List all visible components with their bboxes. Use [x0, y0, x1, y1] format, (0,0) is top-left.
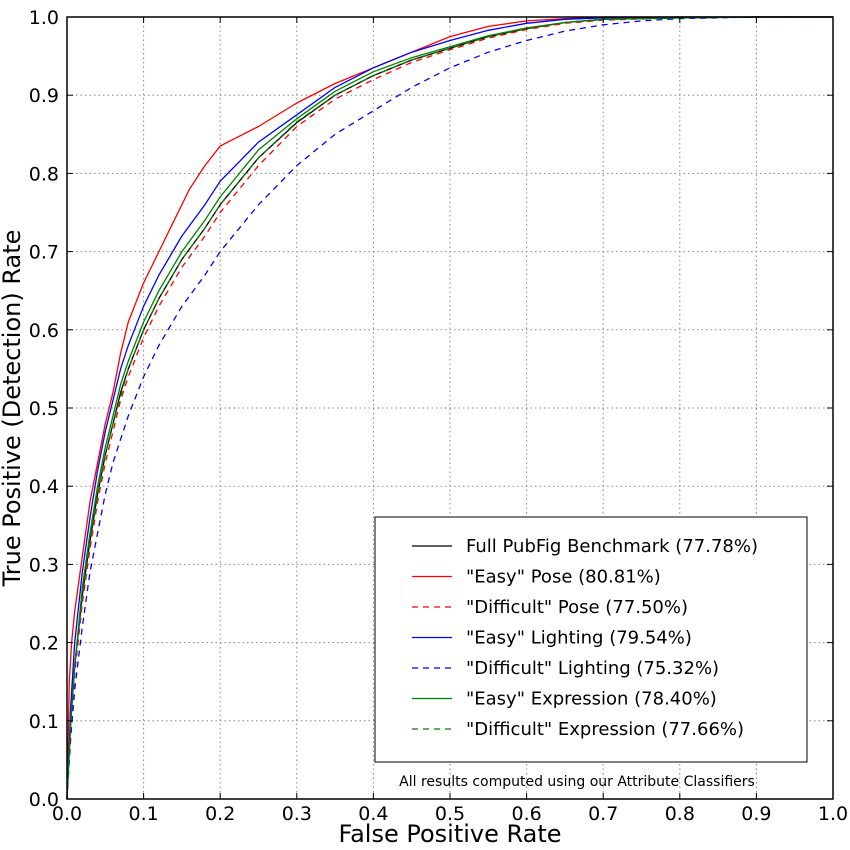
- x-tick-label: 0.8: [665, 803, 695, 825]
- legend-entry: "Difficult" Expression (77.66%): [466, 719, 744, 740]
- series-line-5: [66, 16, 833, 800]
- x-axis-label: False Positive Rate: [338, 820, 561, 848]
- y-tick-label: 0.1: [29, 711, 59, 733]
- annotation-note: All results computed using our Attribute…: [399, 774, 755, 790]
- x-tick-label: 0.0: [52, 803, 82, 825]
- legend-entry: "Easy" Pose (80.81%): [466, 567, 661, 588]
- legend-entry: "Easy" Lighting (79.54%): [466, 628, 692, 649]
- legend-entry: "Easy" Expression (78.40%): [466, 689, 717, 710]
- axis-ticks: 0.0 0.1 0.2 0.3 0.4 0.5 0.6 0.7 0.8 0.9 1.0 0.0 0.1 0…: [29, 7, 848, 825]
- x-tick-label: 0.6: [511, 803, 541, 825]
- legend: Full PubFig Benchmark (77.78%) "Easy" Pos…: [374, 516, 808, 763]
- x-tick-label: 0.7: [588, 803, 618, 825]
- series-line-6: [66, 16, 833, 800]
- legend-entry: Full PubFig Benchmark (77.78%): [466, 536, 758, 557]
- y-axis-label: True Positive (Detection) Rate: [0, 230, 26, 588]
- legend-box: [374, 516, 808, 763]
- x-tick-label: 0.5: [435, 803, 465, 825]
- x-tick-label: 1.0: [818, 803, 848, 825]
- y-tick-label: 0.5: [29, 398, 59, 420]
- x-tick-label: 0.9: [741, 803, 771, 825]
- x-tick-label: 0.3: [282, 803, 312, 825]
- y-tick-label: 1.0: [29, 7, 59, 29]
- x-tick-label: 0.4: [358, 803, 388, 825]
- y-tick-label: 0.2: [29, 633, 59, 655]
- y-tick-label: 0.3: [29, 554, 59, 576]
- series-line-3: [66, 16, 833, 800]
- y-tick-label: 0.7: [29, 242, 59, 264]
- legend-entry: "Difficult" Lighting (75.32%): [466, 658, 719, 679]
- y-tick-label: 0.6: [29, 320, 59, 342]
- y-tick-label: 0.4: [29, 476, 59, 498]
- x-tick-label: 0.1: [128, 803, 158, 825]
- x-tick-label: 0.2: [205, 803, 235, 825]
- y-tick-label: 0.9: [29, 85, 59, 107]
- y-tick-label: 0.8: [29, 163, 59, 185]
- series-line-4: [66, 16, 833, 800]
- y-tick-label: 0.0: [29, 789, 59, 811]
- series-line-2: [66, 16, 833, 800]
- legend-entry: "Difficult" Pose (77.50%): [466, 597, 688, 618]
